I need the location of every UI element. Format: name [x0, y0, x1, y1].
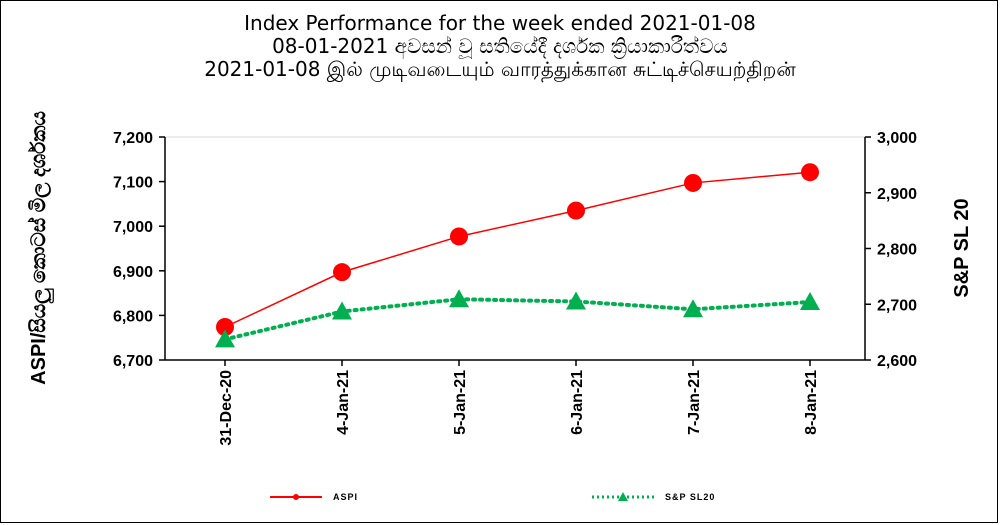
- data-point-0: [684, 173, 702, 192]
- data-point-0: [450, 227, 468, 246]
- legend-sp-label: S&P SL20: [665, 492, 715, 502]
- chart-title-sinhala: 08-01-2021 අවසන් වූ සතියේදී දර්ශක ක්‍රිය…: [272, 34, 728, 58]
- right-axis-title: S&P SL 20: [951, 198, 973, 297]
- data-point-0: [333, 263, 351, 282]
- x-tick-label: 7-Jan-21: [686, 370, 703, 435]
- left-axis-title: ASPI/සියලු කොටස් මිල දර්ශකය: [26, 111, 54, 385]
- data-point-1: [215, 329, 235, 348]
- data-point-1: [332, 301, 352, 320]
- x-tick-label: 31-Dec-20: [218, 370, 235, 446]
- legend-aspi-label: ASPI: [333, 492, 358, 502]
- ticks-layer: 6,700 6,800 6,900 7,000 7,100 7,200 2,600 2,700…: [113, 130, 917, 446]
- left-tick-label: 7,000: [113, 219, 153, 236]
- data-point-0: [567, 201, 585, 220]
- right-tick-label: 3,000: [877, 130, 917, 147]
- series-line-1: [223, 297, 812, 342]
- right-tick-label: 2,900: [877, 186, 917, 203]
- left-tick-label: 6,900: [113, 264, 153, 281]
- right-tick-label: 2,600: [877, 353, 917, 370]
- data-point-0: [801, 163, 819, 182]
- data-point-0: [216, 317, 234, 336]
- x-tick-label: 4-Jan-21: [335, 370, 352, 435]
- left-tick-label: 6,800: [113, 308, 153, 325]
- legend-sp-marker: [618, 492, 628, 501]
- series-line-0: [224, 171, 811, 328]
- x-tick-label: 8-Jan-21: [803, 370, 820, 435]
- chart-title-tamil: 2021-01-08 இல் முடிவடையும் வாரத்துக்கான …: [204, 57, 796, 81]
- x-tick-label: 6-Jan-21: [569, 370, 586, 435]
- legend: ASPI S&P SL20: [270, 492, 715, 502]
- chart-title-english: Index Performance for the week ended 202…: [244, 11, 756, 35]
- left-tick-label: 7,100: [113, 175, 153, 192]
- axes: [159, 136, 871, 366]
- series-layer: [215, 163, 820, 348]
- left-tick-label: 6,700: [113, 353, 153, 370]
- left-tick-label: 7,200: [113, 130, 153, 147]
- right-tick-label: 2,700: [877, 297, 917, 314]
- data-point-1: [683, 299, 703, 318]
- x-tick-label: 5-Jan-21: [452, 370, 469, 435]
- data-point-1: [800, 292, 820, 311]
- right-tick-label: 2,800: [877, 242, 917, 259]
- plot-area: [164, 136, 866, 361]
- legend-aspi-marker: [293, 494, 299, 500]
- data-point-1: [566, 291, 586, 310]
- data-point-1: [449, 289, 469, 308]
